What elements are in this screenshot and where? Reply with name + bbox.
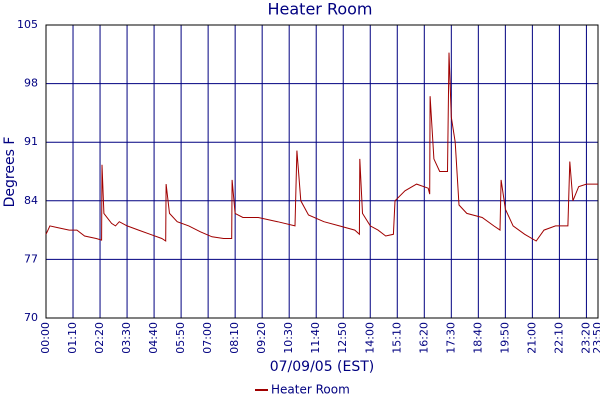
x-tick-label: 21:00 [525,322,538,354]
x-tick-label: 17:30 [444,322,457,354]
x-tick-label: 00:00 [39,322,52,354]
x-tick-label: 23:20 [579,322,592,354]
x-tick-label: 19:50 [498,322,511,354]
x-tick-label: 03:30 [120,322,133,354]
x-tick-label: 02:20 [93,322,106,354]
y-tick-label: 98 [24,77,38,90]
y-tick-label: 70 [24,311,38,324]
data-line [45,52,598,242]
plot-border [45,24,599,319]
x-axis-label: 07/09/05 (EST) [270,359,375,375]
y-tick-label: 91 [24,135,38,148]
y-tick-label: 105 [17,18,38,31]
x-tick-label: 01:10 [66,322,79,354]
x-tick-label: 07:00 [201,322,214,354]
x-tick-label: 23:50 [591,322,600,354]
y-axis-label: Degrees F [2,137,18,208]
x-tick-label: 16:20 [417,322,430,354]
y-tick-label: 77 [24,252,38,265]
x-tick-label: 15:10 [390,322,403,354]
chart-title: Heater Room [267,0,372,19]
x-tick-label: 11:40 [309,322,322,354]
x-tick-label: 04:40 [147,322,160,354]
x-tick-label: 22:10 [552,322,565,354]
x-tick-label: 09:20 [255,322,268,354]
x-tick-label: 12:50 [336,322,349,354]
y-tick-label: 84 [24,194,38,207]
x-tick-label: 05:50 [174,322,187,354]
x-tick-label: 14:00 [363,322,376,354]
legend-label: Heater Room [271,383,350,397]
x-tick-label: 18:40 [471,322,484,354]
x-tick-label: 08:10 [228,322,241,354]
x-tick-label: 10:30 [282,322,295,354]
